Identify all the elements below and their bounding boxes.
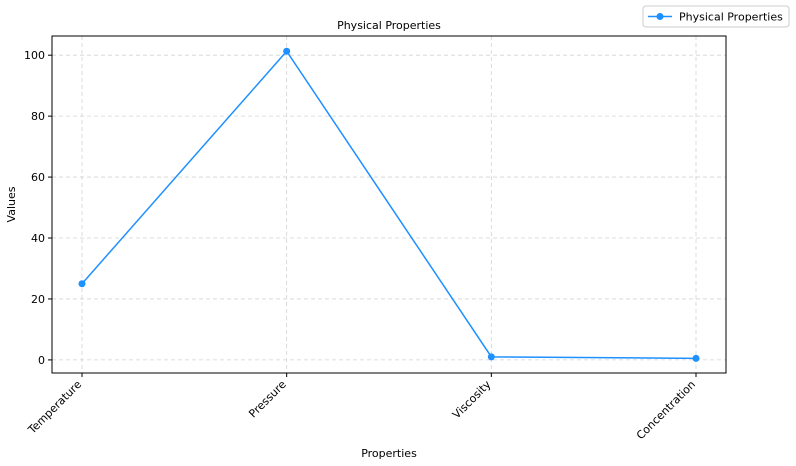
data-point bbox=[283, 47, 291, 55]
x-tick-label: Concentration bbox=[634, 378, 698, 442]
x-axis-ticks: Temperature Pressure Viscosity Concentratio… bbox=[25, 373, 698, 442]
legend-box bbox=[642, 5, 790, 28]
series-layer bbox=[78, 47, 700, 362]
chart-title: Physical Properties bbox=[337, 19, 441, 32]
legend: Physical Properties bbox=[642, 5, 790, 28]
y-tick-label: 0 bbox=[38, 354, 45, 367]
x-tick-label: Viscosity bbox=[450, 378, 494, 422]
data-point bbox=[692, 354, 700, 362]
y-tick-label: 20 bbox=[31, 293, 45, 306]
y-tick-label: 80 bbox=[31, 110, 45, 123]
x-tick-label: Pressure bbox=[246, 378, 289, 421]
data-point bbox=[487, 353, 495, 361]
y-axis-title: Values bbox=[5, 186, 18, 222]
x-tick-label: Temperature bbox=[25, 378, 84, 437]
legend-point-marker bbox=[656, 13, 664, 20]
y-tick-label: 100 bbox=[24, 49, 45, 62]
grid-lines bbox=[52, 36, 726, 373]
series-line bbox=[81, 50, 697, 360]
data-point bbox=[78, 280, 86, 288]
y-tick-label: 40 bbox=[31, 232, 45, 245]
x-axis-title: Properties bbox=[361, 447, 417, 460]
y-tick-label: 60 bbox=[31, 171, 45, 184]
plot-area bbox=[51, 35, 727, 374]
legend-label: Physical Properties bbox=[679, 11, 783, 24]
y-axis-ticks: 0 20 40 60 80 100 bbox=[24, 49, 52, 367]
